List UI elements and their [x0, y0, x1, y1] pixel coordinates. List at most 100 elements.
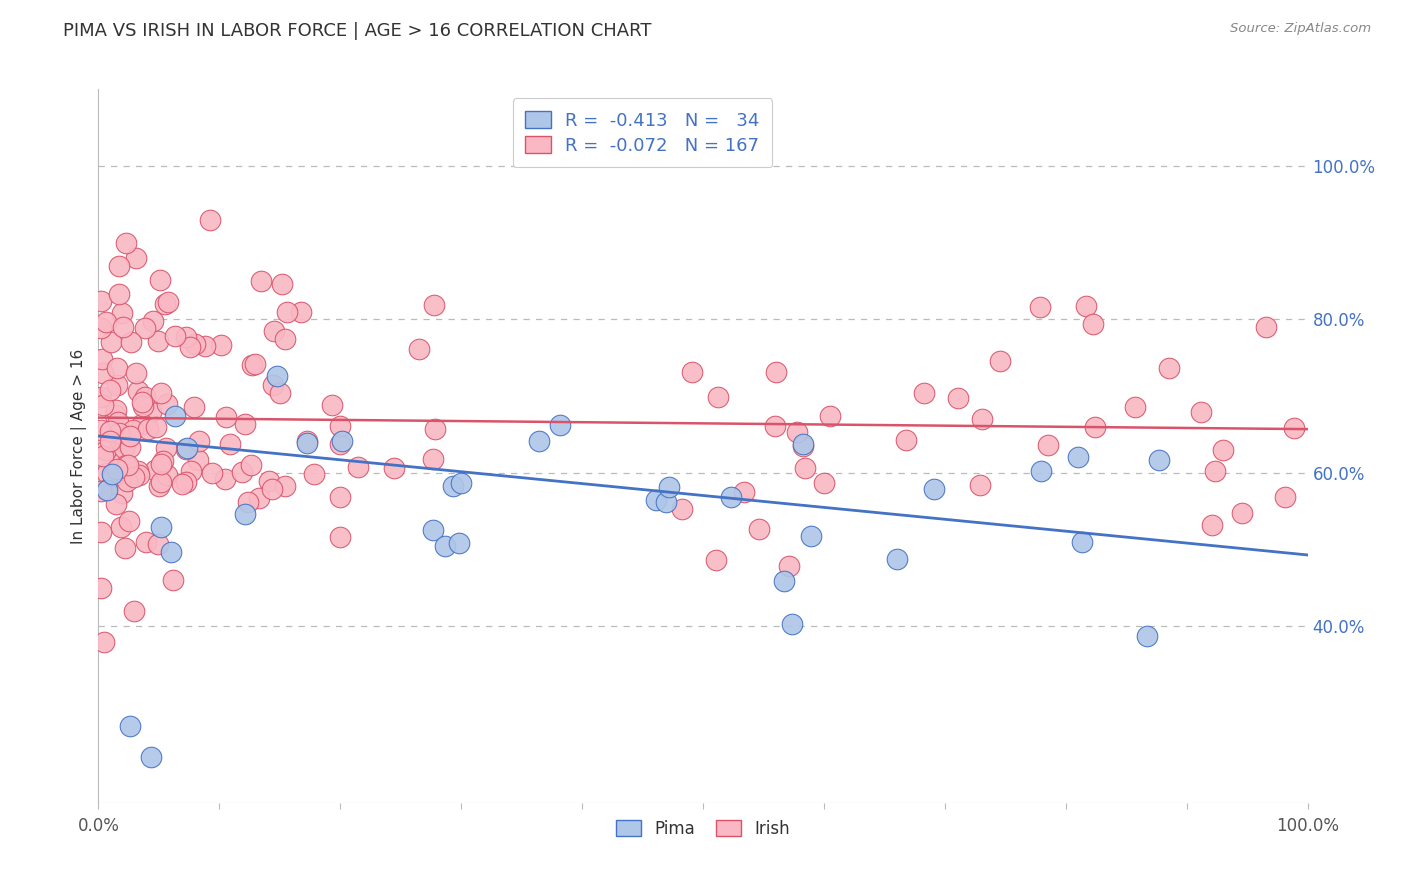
Point — [671, 502, 693, 516]
Point — [346, 459, 368, 474]
Point — [90, 524, 112, 539]
Point — [94, 483, 117, 497]
Point — [214, 472, 236, 486]
Point — [792, 437, 814, 451]
Point — [124, 469, 146, 483]
Point — [329, 530, 352, 544]
Point — [90, 424, 112, 438]
Point — [149, 457, 172, 471]
Point — [290, 305, 312, 319]
Point — [174, 442, 197, 456]
Point — [1204, 464, 1226, 478]
Point — [91, 398, 114, 412]
Point — [813, 475, 835, 490]
Point — [441, 479, 464, 493]
Point — [1212, 442, 1234, 457]
Point — [274, 332, 297, 346]
Point — [98, 424, 121, 438]
Point — [112, 433, 135, 447]
Y-axis label: In Labor Force | Age > 16: In Labor Force | Age > 16 — [72, 349, 87, 543]
Point — [184, 337, 207, 351]
Point — [946, 391, 969, 405]
Point — [135, 535, 157, 549]
Point — [148, 334, 170, 348]
Point — [94, 443, 117, 458]
Point — [91, 450, 114, 464]
Point — [107, 360, 129, 375]
Point — [247, 491, 270, 506]
Point — [321, 398, 343, 412]
Point — [122, 423, 145, 437]
Point — [233, 507, 256, 521]
Point — [187, 453, 209, 467]
Point — [124, 604, 146, 618]
Point — [297, 436, 319, 450]
Point — [988, 353, 1011, 368]
Point — [157, 294, 180, 309]
Point — [260, 482, 283, 496]
Point — [763, 418, 786, 433]
Point — [886, 551, 908, 566]
Point — [138, 422, 160, 436]
Point — [425, 422, 447, 436]
Point — [150, 475, 173, 489]
Point — [180, 464, 202, 478]
Point — [329, 490, 352, 504]
Point — [329, 437, 352, 451]
Point — [132, 399, 155, 413]
Point — [90, 293, 112, 308]
Point — [1149, 453, 1171, 467]
Point — [194, 339, 217, 353]
Point — [447, 535, 470, 549]
Point — [111, 431, 134, 445]
Point — [101, 469, 124, 483]
Point — [120, 429, 142, 443]
Point — [114, 458, 136, 472]
Point — [273, 478, 295, 492]
Point — [969, 478, 991, 492]
Point — [782, 616, 804, 631]
Point — [107, 415, 129, 429]
Point — [155, 441, 177, 455]
Point — [128, 467, 150, 482]
Point — [1232, 506, 1254, 520]
Point — [153, 297, 176, 311]
Point — [1029, 300, 1052, 314]
Point — [108, 434, 131, 449]
Point — [148, 479, 170, 493]
Legend: Pima, Irish: Pima, Irish — [610, 814, 796, 845]
Point — [114, 235, 136, 250]
Point — [1136, 629, 1159, 643]
Point — [276, 305, 298, 319]
Point — [707, 390, 730, 404]
Point — [125, 251, 148, 265]
Point — [233, 417, 256, 431]
Point — [527, 434, 550, 448]
Point — [231, 465, 253, 479]
Point — [271, 277, 294, 291]
Point — [1084, 420, 1107, 434]
Point — [655, 495, 678, 509]
Point — [450, 476, 472, 491]
Point — [176, 475, 198, 489]
Point — [112, 463, 135, 477]
Point — [155, 397, 177, 411]
Point — [134, 390, 156, 404]
Point — [1070, 535, 1092, 549]
Point — [149, 272, 172, 286]
Point — [644, 492, 666, 507]
Point — [733, 484, 755, 499]
Point — [91, 366, 114, 380]
Point — [160, 544, 183, 558]
Point — [120, 335, 142, 350]
Point — [125, 367, 148, 381]
Text: Source: ZipAtlas.com: Source: ZipAtlas.com — [1230, 22, 1371, 36]
Point — [142, 314, 165, 328]
Point — [108, 287, 131, 301]
Point — [215, 409, 238, 424]
Point — [1074, 299, 1097, 313]
Point — [143, 463, 166, 477]
Point — [115, 474, 138, 488]
Point — [148, 537, 170, 551]
Point — [105, 378, 128, 392]
